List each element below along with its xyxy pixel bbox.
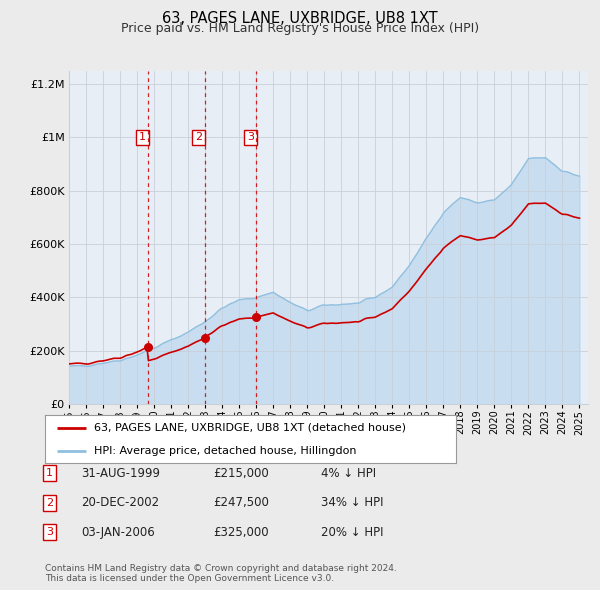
- Text: 3: 3: [46, 527, 53, 537]
- Text: HPI: Average price, detached house, Hillingdon: HPI: Average price, detached house, Hill…: [94, 446, 357, 456]
- Text: 63, PAGES LANE, UXBRIDGE, UB8 1XT (detached house): 63, PAGES LANE, UXBRIDGE, UB8 1XT (detac…: [94, 423, 406, 433]
- Text: 63, PAGES LANE, UXBRIDGE, UB8 1XT: 63, PAGES LANE, UXBRIDGE, UB8 1XT: [162, 11, 438, 25]
- Text: Price paid vs. HM Land Registry's House Price Index (HPI): Price paid vs. HM Land Registry's House …: [121, 22, 479, 35]
- Text: £247,500: £247,500: [213, 496, 269, 509]
- Text: £325,000: £325,000: [213, 526, 269, 539]
- Text: 2: 2: [46, 498, 53, 507]
- Text: Contains HM Land Registry data © Crown copyright and database right 2024.
This d: Contains HM Land Registry data © Crown c…: [45, 563, 397, 583]
- Text: £215,000: £215,000: [213, 467, 269, 480]
- Text: 03-JAN-2006: 03-JAN-2006: [81, 526, 155, 539]
- Text: 31-AUG-1999: 31-AUG-1999: [81, 467, 160, 480]
- Text: 1: 1: [139, 133, 146, 142]
- Text: 34% ↓ HPI: 34% ↓ HPI: [321, 496, 383, 509]
- Text: 20-DEC-2002: 20-DEC-2002: [81, 496, 159, 509]
- Text: 4% ↓ HPI: 4% ↓ HPI: [321, 467, 376, 480]
- Text: 20% ↓ HPI: 20% ↓ HPI: [321, 526, 383, 539]
- Text: 3: 3: [247, 133, 254, 142]
- Text: 2: 2: [195, 133, 202, 142]
- Text: 1: 1: [46, 468, 53, 478]
